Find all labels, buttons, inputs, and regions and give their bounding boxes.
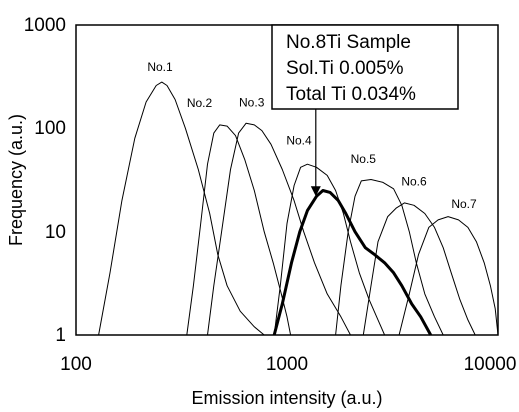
- x-tick-label-10000: 10000: [464, 354, 517, 375]
- series-layer: [98, 81, 499, 336]
- series-line-no-8ti: [272, 189, 433, 336]
- y-tick-label-100: 100: [34, 118, 66, 139]
- series-label-no-4: No.4: [286, 133, 312, 147]
- series-label-no-7: No.7: [451, 197, 477, 211]
- series-label-no-6: No.6: [401, 175, 427, 189]
- y-axis-title: Frequency (a.u.): [6, 114, 26, 246]
- series-label-no-1: No.1: [147, 60, 173, 74]
- y-tick-label-10: 10: [45, 222, 66, 243]
- annotation-line-3: Total Ti 0.034%: [286, 84, 416, 105]
- x-tick-label-1000: 1000: [266, 354, 308, 375]
- y-tick-label-1: 1: [55, 325, 66, 346]
- annotation-line-2: Sol.Ti 0.005%: [286, 58, 404, 79]
- series-line-no-3: [207, 122, 351, 336]
- y-tick-label-1000: 1000: [24, 15, 66, 36]
- x-axis-title: Emission intensity (a.u.): [191, 388, 382, 408]
- x-tick-label-100: 100: [60, 354, 92, 375]
- series-line-no-1: [98, 81, 265, 336]
- series-label-no-2: No.2: [187, 96, 213, 110]
- plot-area: No.1 No.2 No.3 No.4 No.5 No.6 No.7: [75, 24, 499, 336]
- annotation-arrowhead: [310, 186, 321, 197]
- series-line-no-7: [398, 216, 499, 336]
- series-line-no-2: [186, 124, 292, 336]
- series-label-layer: No.1 No.2 No.3 No.4 No.5 No.6 No.7: [147, 60, 477, 211]
- y-axis: 1000 100 10 1 Frequency (a.u.): [6, 15, 66, 346]
- series-line-no-4: [273, 163, 386, 336]
- annotation-box: [271, 24, 459, 110]
- series-line-no-6: [362, 202, 476, 336]
- annotation-line-1: No.8Ti Sample: [286, 32, 411, 53]
- series-label-no-3: No.3: [239, 95, 265, 109]
- series-line-no-5: [335, 179, 444, 336]
- x-axis: 100 1000 10000 Emission intensity (a.u.): [60, 354, 516, 408]
- series-label-no-5: No.5: [351, 152, 377, 166]
- sample-annotation: No.8Ti Sample Sol.Ti 0.005% Total Ti 0.0…: [271, 24, 459, 197]
